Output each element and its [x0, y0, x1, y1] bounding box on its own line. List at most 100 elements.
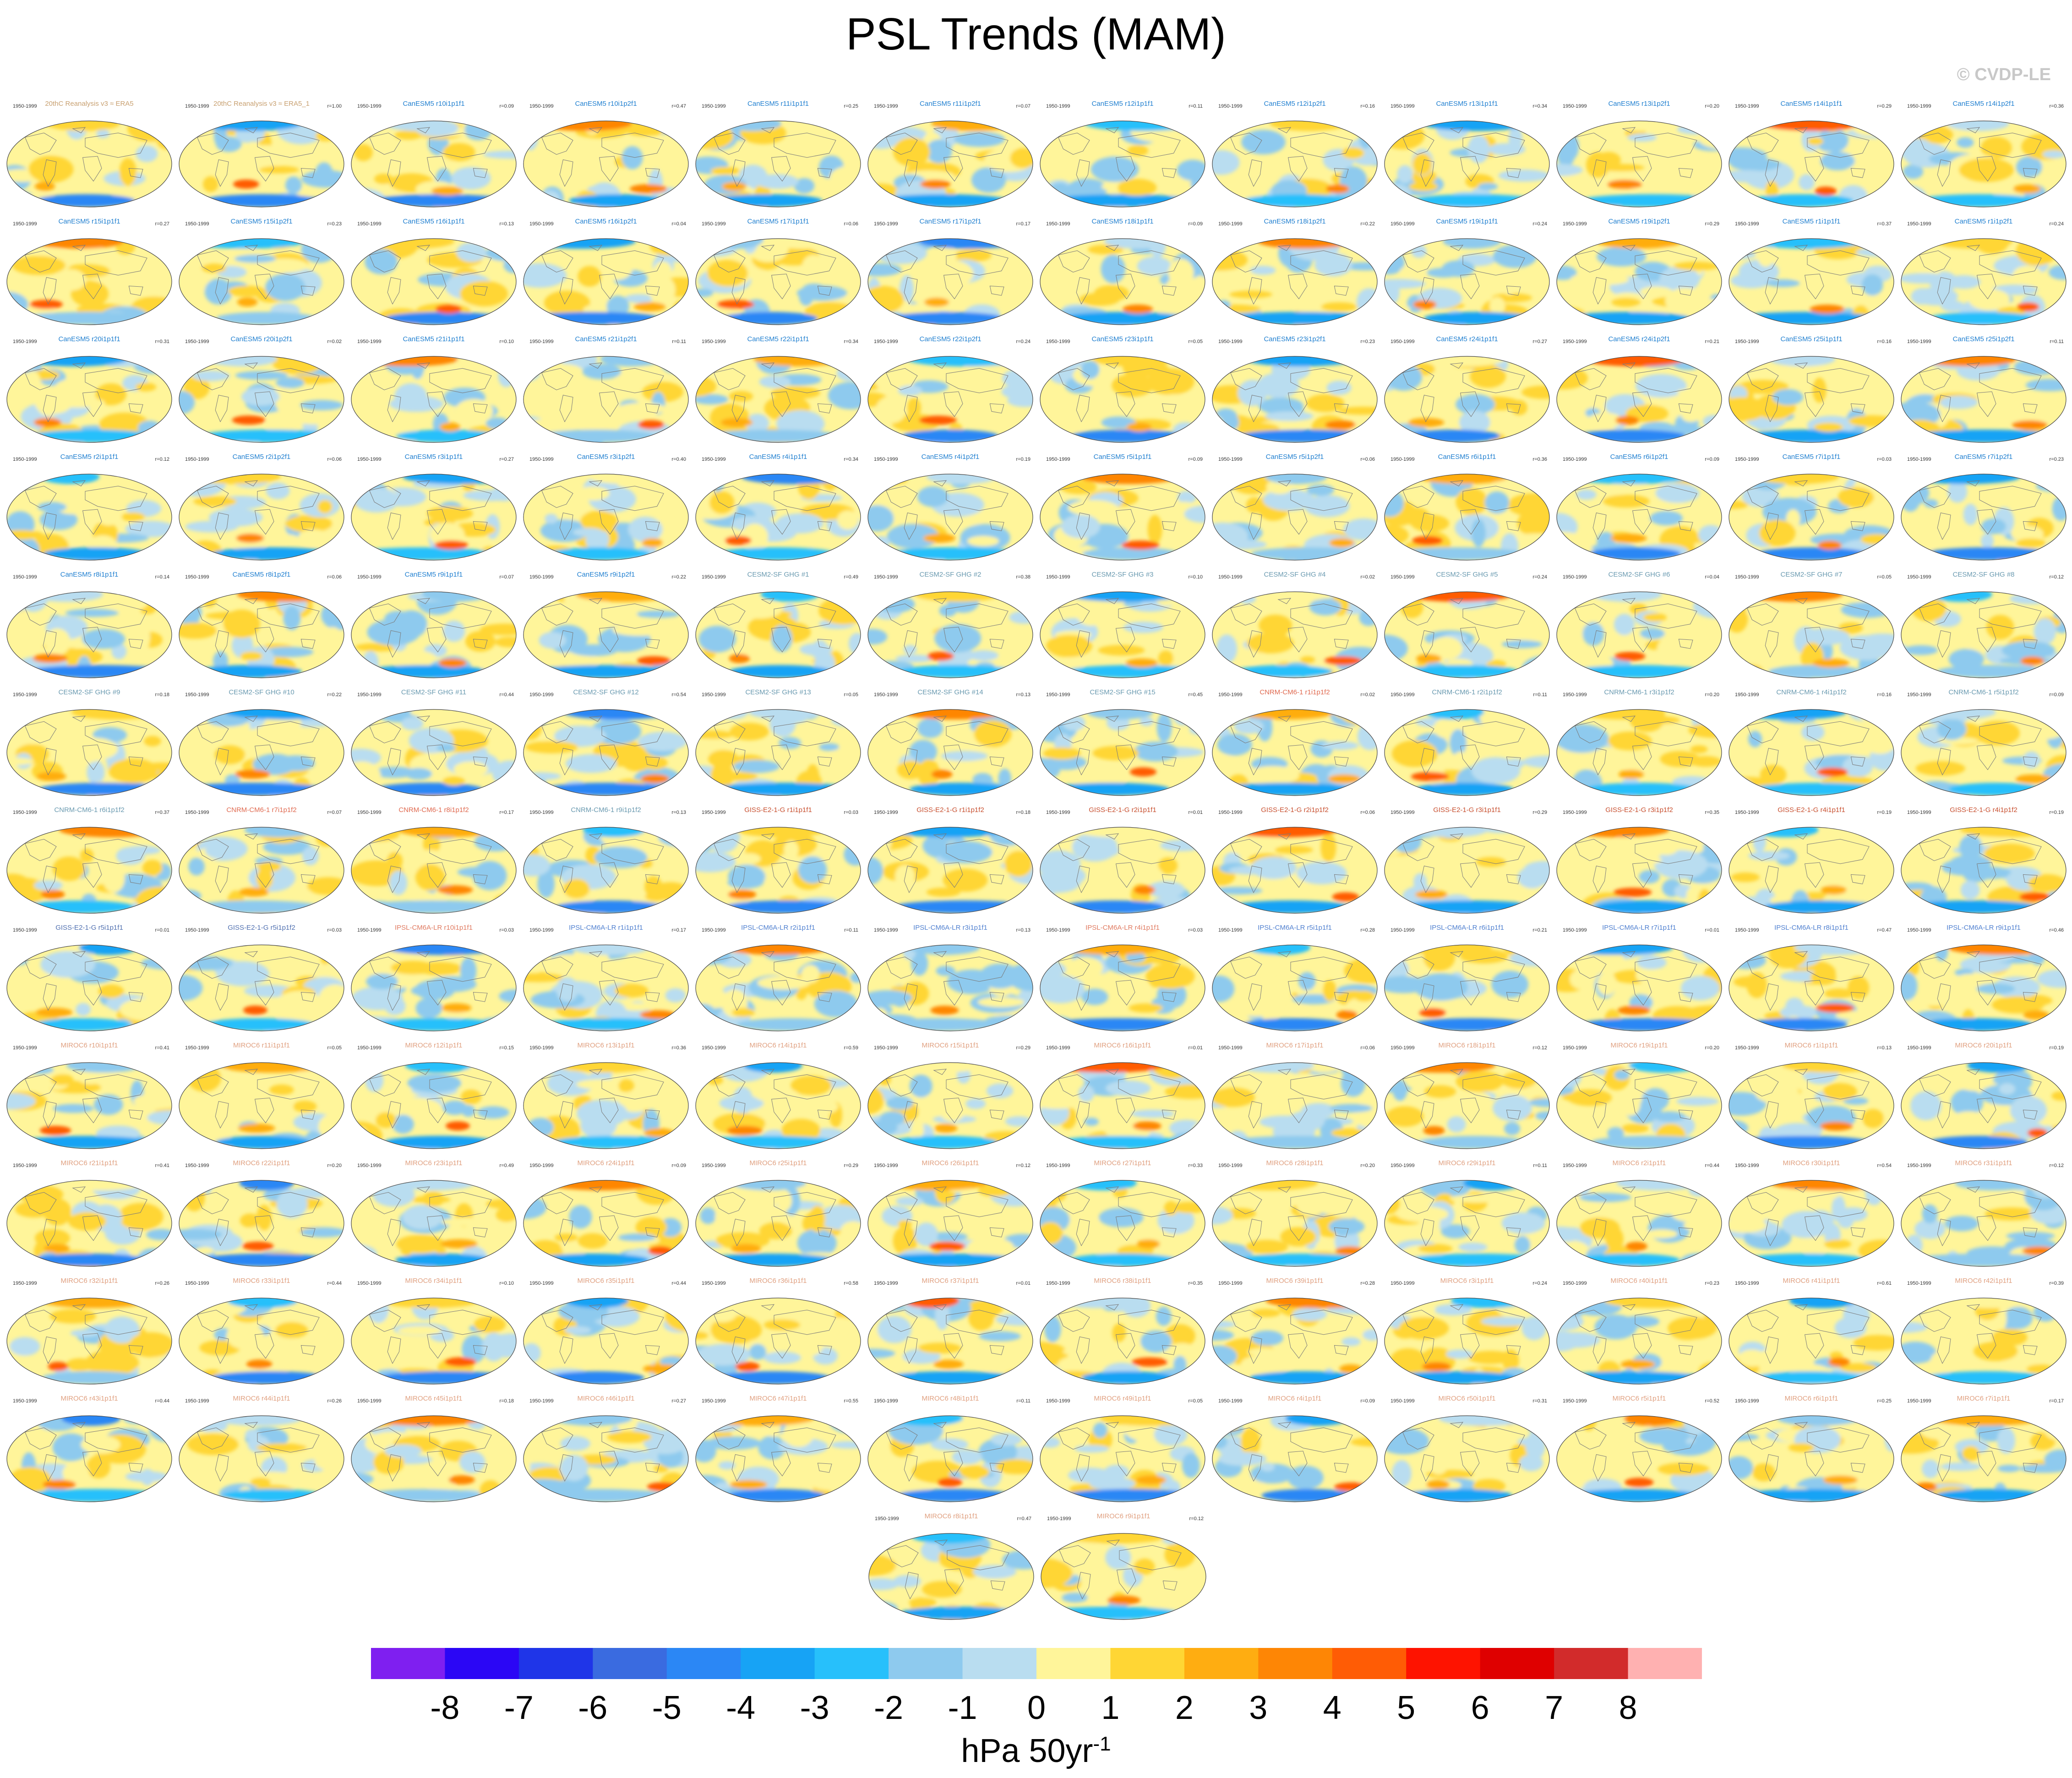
trend-blob [1259, 950, 1277, 976]
trend-blob [665, 239, 685, 254]
continent-outline [885, 245, 1009, 305]
trend-blob [1213, 1421, 1239, 1432]
trend-blob [729, 665, 831, 678]
panel-title: MIROC6 r38i1p1f1 [1094, 1277, 1151, 1285]
trend-blob [1515, 1236, 1531, 1254]
trend-blob [883, 1482, 933, 1492]
map-border [523, 356, 689, 443]
map-border [1212, 591, 1378, 678]
map-border [1901, 1180, 2067, 1267]
trend-blob [487, 827, 511, 839]
trend-blob [1321, 302, 1357, 311]
map-border [867, 238, 1033, 325]
trend-blob [1061, 514, 1101, 539]
credit-label: © CVDP-LE [1957, 65, 2051, 84]
panel-title: MIROC6 r9i1p1f1 [1096, 1512, 1151, 1520]
trend-blob [1659, 266, 1700, 292]
map-svg [1384, 1180, 1550, 1267]
trend-blob [265, 273, 305, 301]
trend-blob [637, 121, 669, 136]
trend-blob [868, 1348, 895, 1358]
trend-blob [1639, 870, 1660, 884]
trend-blob [523, 772, 561, 780]
trend-blob [798, 856, 827, 884]
trend-blob [931, 121, 1018, 131]
continent-outline [196, 245, 320, 305]
map-svg [1384, 356, 1550, 443]
map-panel: MIROC6 r25i1p1f1 1950-1999 r=0.29 [694, 1156, 862, 1270]
trend-blob [736, 827, 827, 837]
trend-field [523, 1416, 688, 1502]
trend-blob [215, 1136, 310, 1149]
map-border [523, 591, 689, 678]
trend-blob [1682, 945, 1719, 963]
panel-period: 1950-1999 [874, 1281, 898, 1286]
map-svg [6, 944, 172, 1031]
map-svg [1728, 1062, 1894, 1149]
panel-correlation: r=0.36 [2049, 104, 2064, 109]
trend-blob [811, 1476, 858, 1491]
trend-blob [1567, 1089, 1612, 1106]
trend-field [1901, 592, 2066, 678]
trend-blob [1769, 1327, 1794, 1338]
trend-blob [1212, 1345, 1238, 1367]
trend-blob [1607, 180, 1642, 189]
map-svg [1728, 709, 1894, 796]
panel-title: MIROC6 r16i1p1f1 [1094, 1042, 1151, 1049]
trend-blob [720, 418, 753, 427]
map-svg [523, 1180, 689, 1267]
trend-blob [1134, 742, 1178, 762]
map-border [523, 120, 689, 207]
continent-outline [1402, 598, 1525, 658]
map-border [6, 709, 172, 796]
map-svg [523, 944, 689, 1031]
panel-period: 1950-1999 [702, 692, 726, 698]
trend-blob [1132, 865, 1162, 881]
panel-period: 1950-1999 [1390, 221, 1415, 227]
panel-title: MIROC6 r11i1p1f1 [233, 1042, 290, 1049]
trend-blob [1812, 377, 1827, 403]
map-panel: CNRM-CM6-1 r1i1p1f2 1950-1999 r=0.02 [1211, 685, 1379, 799]
trend-blob [1213, 1481, 1254, 1498]
trend-blob [1265, 474, 1328, 484]
panel-correlation: r=0.07 [1016, 104, 1031, 109]
continent-outline [24, 1186, 147, 1247]
trend-blob [1359, 609, 1377, 626]
trend-blob [1824, 988, 1854, 999]
trend-blob [1657, 637, 1679, 662]
trend-blob [1063, 1347, 1103, 1356]
trend-field [868, 1063, 1033, 1149]
trend-blob [140, 186, 159, 207]
trend-field [351, 1180, 516, 1266]
trend-blob [187, 239, 305, 249]
panel-title: MIROC6 r19i1p1f1 [1610, 1042, 1668, 1049]
trend-blob [2013, 184, 2041, 194]
trend-blob [28, 156, 74, 183]
trend-blob [180, 827, 214, 837]
continent-outline [1402, 245, 1525, 305]
map-border [1556, 120, 1722, 207]
trend-blob [2027, 1128, 2048, 1138]
trend-blob [1585, 1203, 1614, 1220]
trend-blob [422, 1191, 444, 1207]
trend-blob [1843, 1303, 1870, 1326]
trend-blob [1616, 1180, 1704, 1190]
map-border [1384, 944, 1550, 1031]
map-border [1728, 591, 1894, 678]
map-border [1901, 474, 2067, 561]
trend-blob [2023, 1180, 2052, 1189]
trend-blob [53, 856, 86, 881]
trend-blob [580, 510, 618, 532]
trend-blob [549, 547, 650, 560]
panel-title: CESM2-SF GHG #8 [1952, 571, 2015, 578]
trend-blob [756, 174, 799, 189]
trend-blob [1905, 900, 2038, 913]
panel-period: 1950-1999 [874, 810, 898, 815]
continent-outline [24, 1422, 147, 1482]
trend-blob [1041, 1607, 1181, 1620]
trend-blob [1668, 1317, 1717, 1339]
trend-blob [1491, 971, 1529, 998]
trend-field [696, 827, 861, 913]
trend-blob [1213, 887, 1263, 895]
panel-period: 1950-1999 [529, 104, 554, 109]
